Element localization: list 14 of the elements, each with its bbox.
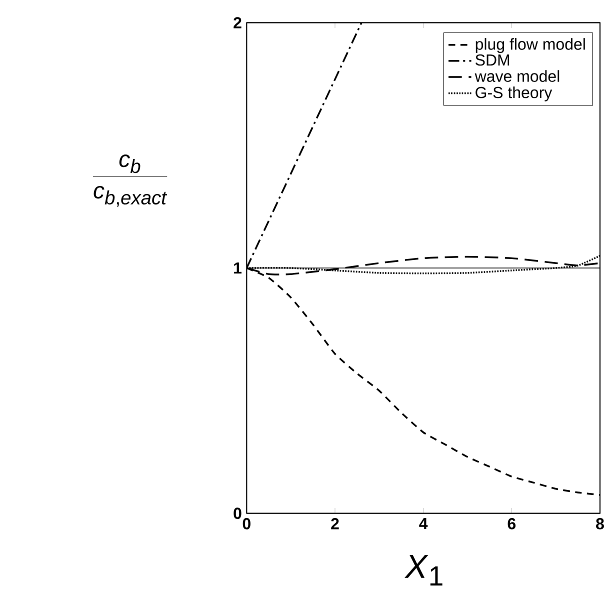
x-tick-label: 4 [419, 518, 428, 530]
y-tick-label: 1 [234, 262, 242, 274]
y-axis-title: $\frac{c_b}{c_{b,exact}}$ [93, 154, 168, 207]
y-tick-label: 0 [234, 508, 242, 519]
x-tick-label: 6 [508, 518, 516, 530]
legend-label: SDM [476, 54, 510, 66]
legend-label: wave model [474, 70, 560, 82]
legend-label: plug flow model [476, 38, 585, 53]
x-axis-title: X$_{1}$ [404, 555, 442, 586]
x-tick-label: 0 [242, 518, 250, 530]
x-tick-label: 2 [331, 518, 339, 530]
y-tick-label: 2 [234, 17, 242, 28]
legend-label: G-S theory [476, 86, 552, 102]
x-tick-label: 8 [596, 518, 604, 530]
